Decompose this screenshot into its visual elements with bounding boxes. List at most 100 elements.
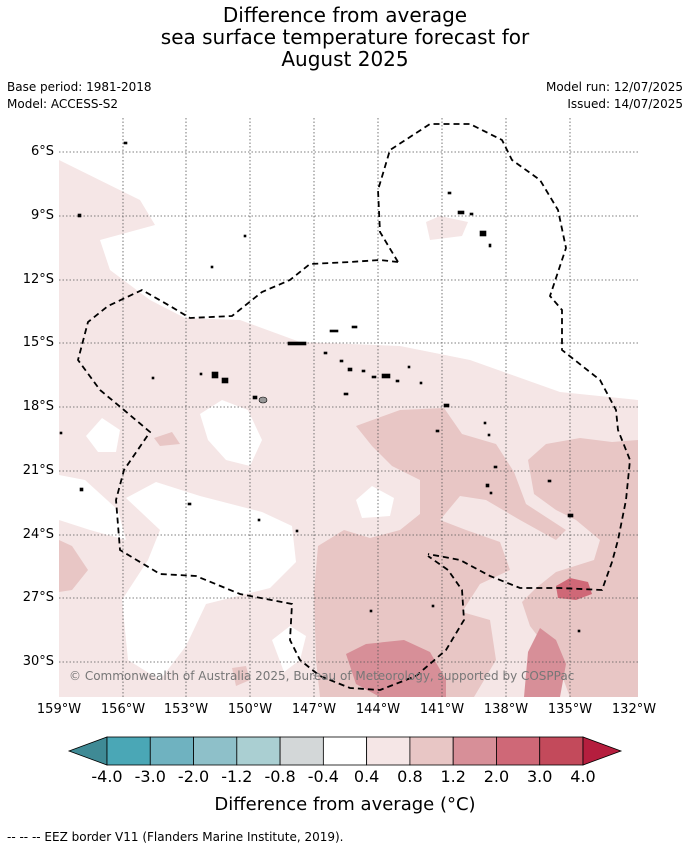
colorbar-tick-label: -4.0 — [91, 767, 123, 786]
colorbar-segments — [67, 736, 623, 766]
anomaly-region-neutral — [122, 482, 296, 680]
island — [243, 234, 247, 238]
lat-label: 12°S — [22, 272, 54, 287]
anomaly-region-medium — [232, 666, 250, 686]
lon-label: 153°W — [163, 702, 209, 717]
colorbar-tick-label: -0.8 — [264, 767, 296, 786]
island — [258, 396, 268, 404]
anomaly-region-medium — [59, 540, 88, 592]
island — [443, 403, 450, 408]
colorbar-tick-label: 0.8 — [397, 767, 423, 786]
lat-label: 24°S — [22, 527, 54, 542]
lon-label: 150°W — [227, 702, 273, 717]
island — [469, 212, 474, 216]
island — [252, 395, 258, 400]
island — [59, 431, 63, 435]
meta-left: Base period: 1981-2018 Model: ACCESS-S2 — [7, 79, 152, 113]
lat-label: 9°S — [30, 208, 54, 223]
anomaly-region-medium — [522, 438, 638, 697]
island — [77, 213, 82, 218]
meta-right: Model run: 12/07/2025 Issued: 14/07/2025 — [546, 79, 683, 113]
island — [199, 372, 203, 376]
lat-label: 21°S — [22, 463, 54, 478]
colorbar-tick-label: -2.0 — [177, 767, 210, 786]
title-line-3: August 2025 — [281, 47, 409, 71]
colorbar-label: Difference from average (°C) — [214, 794, 476, 815]
lon-label: 147°W — [291, 702, 337, 717]
anomaly-region-neutral — [272, 626, 306, 672]
anomaly-region-medium — [154, 432, 180, 446]
model-name: Model: ACCESS-S2 — [7, 97, 119, 111]
island — [151, 376, 155, 380]
island — [435, 429, 440, 433]
anomaly-region-neutral — [86, 418, 120, 452]
eez-border-northeast — [377, 123, 631, 591]
colorbar-bin — [279, 736, 324, 766]
colorbar-bin — [452, 736, 497, 766]
island — [187, 502, 192, 506]
anomaly-region-neutral — [200, 400, 262, 466]
island — [257, 518, 261, 522]
island — [479, 230, 487, 237]
island — [361, 369, 366, 373]
model-run: Model run: 12/07/2025 — [545, 80, 683, 94]
island — [457, 210, 465, 215]
colorbar-tick-label: 2.0 — [483, 767, 510, 786]
island — [351, 325, 358, 329]
lon-label: 141°W — [419, 702, 465, 717]
colorbar-arrow-low — [67, 736, 108, 766]
island — [343, 392, 349, 396]
colorbar-tick-label: 1.2 — [440, 767, 466, 786]
colorbar-tick-label: 4.0 — [570, 767, 596, 786]
island — [339, 359, 344, 363]
issued-date: Issued: 14/07/2025 — [567, 97, 683, 111]
island — [369, 609, 373, 613]
colorbar-tick-label: -1.2 — [221, 767, 253, 786]
lat-label: 18°S — [22, 399, 54, 414]
lon-label: 159°W — [36, 702, 82, 717]
colorbar-bin — [149, 736, 194, 766]
anomaly-region-warm — [346, 640, 446, 697]
title-line-2: sea surface temperature forecast for — [160, 25, 530, 49]
anomaly-region-medium — [314, 408, 566, 697]
copyright-notice: © Commonwealth of Australia 2025, Bureau… — [69, 669, 575, 683]
island — [210, 265, 214, 269]
colorbar-bin — [366, 736, 411, 766]
island — [123, 141, 128, 145]
anomaly-field — [59, 118, 638, 697]
title-line-1: Difference from average — [222, 3, 468, 27]
colorbar-tick-label: -3.0 — [134, 767, 166, 786]
island — [447, 191, 452, 195]
island — [493, 465, 498, 469]
lat-label: 6°S — [30, 144, 54, 159]
island — [577, 629, 581, 633]
colorbar-bin — [236, 736, 281, 766]
lon-label: 135°W — [547, 702, 593, 717]
lat-label: 15°S — [22, 335, 54, 350]
colorbar-tick-label: 3.0 — [526, 767, 553, 786]
anomaly-region-light — [426, 216, 468, 240]
island — [419, 381, 423, 385]
island — [485, 483, 490, 488]
island — [295, 529, 299, 533]
island — [347, 367, 353, 372]
colorbar-bin — [193, 736, 238, 766]
colorbar-bin — [539, 736, 584, 766]
eez-border-southwest — [77, 259, 465, 691]
anomaly-region-neutral — [59, 475, 126, 540]
eez-legend-note: -- -- -- EEZ border V11 (Flanders Marine… — [7, 830, 344, 844]
colorbar-bin — [496, 736, 541, 766]
anomaly-region-neutral-north — [59, 118, 638, 400]
island — [483, 421, 487, 425]
island — [211, 371, 219, 379]
lon-label: 132°W — [611, 702, 657, 717]
island — [488, 243, 492, 248]
island — [329, 329, 339, 333]
anomaly-region-hot — [556, 578, 592, 600]
island — [567, 513, 574, 518]
island — [431, 604, 435, 608]
colorbar-bin — [106, 736, 151, 766]
colorbar-bin — [322, 736, 368, 766]
